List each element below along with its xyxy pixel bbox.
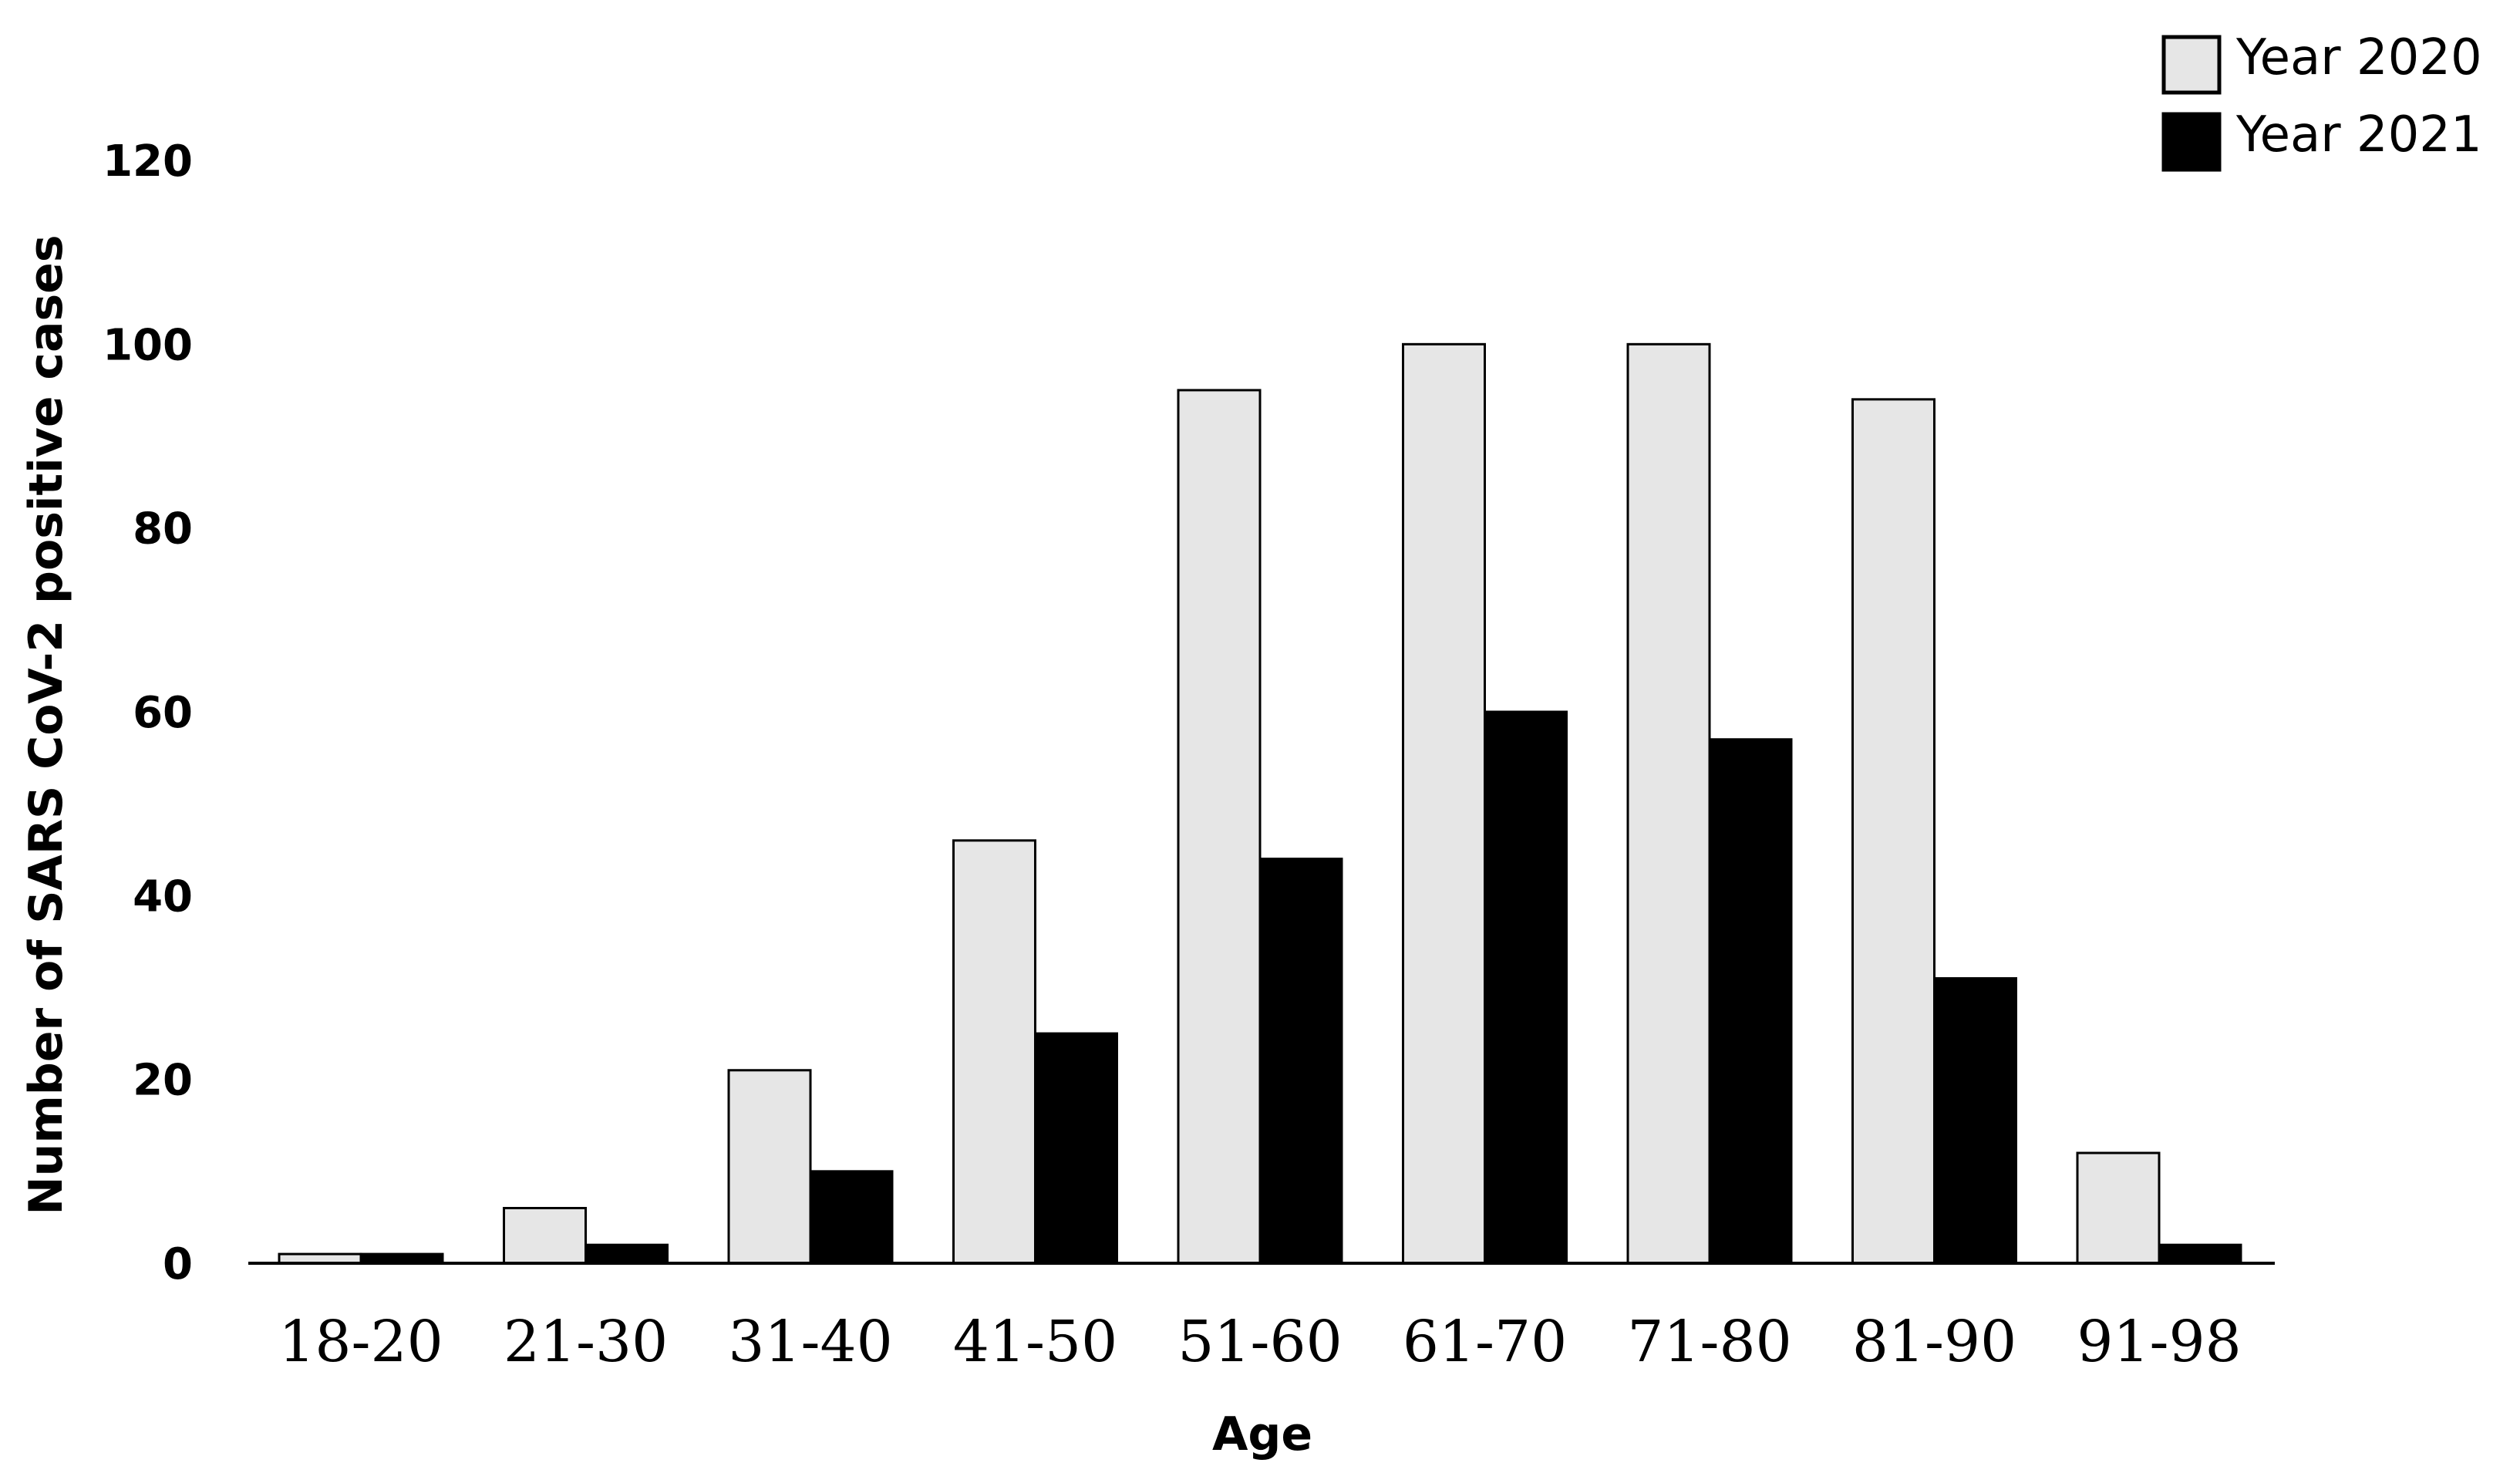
legend-label-2021: Year 2021	[2235, 106, 2482, 163]
bar-2020-31-40	[727, 1069, 812, 1265]
y-tick-label: 20	[133, 1056, 193, 1106]
bars	[278, 342, 2242, 1265]
x-tick-label: 21-30	[504, 1309, 668, 1375]
bar-2020-21-30	[503, 1207, 587, 1265]
bar-2021-61-70	[1484, 710, 1568, 1265]
x-tick-label: 51-60	[1177, 1309, 1342, 1375]
x-tick-label: 61-70	[1403, 1309, 1567, 1375]
y-tick-label: 60	[133, 688, 193, 738]
bar-2020-51-60	[1177, 389, 1262, 1265]
legend: Year 2020 Year 2021	[2161, 29, 2482, 172]
x-tick-label: 71-80	[1627, 1309, 1791, 1375]
x-tick-label: 18-20	[278, 1309, 443, 1375]
bar-2021-41-50	[1034, 1032, 1118, 1265]
x-axis-ticks: 18-20 21-30 31-40 41-50 51-60 61-70 71-80 81-90…	[278, 1309, 2241, 1375]
bar-2021-31-40	[809, 1170, 894, 1265]
y-axis-ticks: 0 20 40 60 80 100 120	[103, 137, 193, 1289]
y-axis-title: Number of SARS CoV-2 positive cases	[19, 234, 73, 1215]
bar-2020-71-80	[1626, 342, 1711, 1265]
bar-2021-71-80	[1708, 738, 1793, 1265]
bar-2020-81-90	[1851, 398, 1935, 1265]
x-axis-title: Age	[1212, 1407, 1312, 1461]
bar-2020-41-50	[952, 839, 1036, 1265]
x-tick-label: 31-40	[728, 1309, 892, 1375]
bar-2021-21-30	[585, 1243, 669, 1265]
legend-swatch-2021	[2161, 112, 2222, 172]
x-tick-label: 91-98	[2077, 1309, 2241, 1375]
y-tick-label: 100	[103, 320, 193, 370]
x-tick-label: 81-90	[1852, 1309, 2016, 1375]
y-tick-label: 120	[103, 137, 193, 187]
x-tick-label: 41-50	[953, 1309, 1117, 1375]
y-tick-label: 80	[133, 504, 193, 554]
bar-2020-61-70	[1402, 342, 1486, 1265]
legend-label-2020: Year 2020	[2235, 29, 2482, 86]
bar-2021-81-90	[1933, 977, 2017, 1265]
y-tick-label: 40	[133, 871, 193, 922]
legend-swatch-2020	[2161, 35, 2222, 95]
bar-2021-91-98	[2158, 1243, 2242, 1265]
y-tick-label: 0	[163, 1239, 193, 1289]
bar-2020-91-98	[2076, 1151, 2161, 1265]
bar-2021-51-60	[1258, 858, 1343, 1265]
